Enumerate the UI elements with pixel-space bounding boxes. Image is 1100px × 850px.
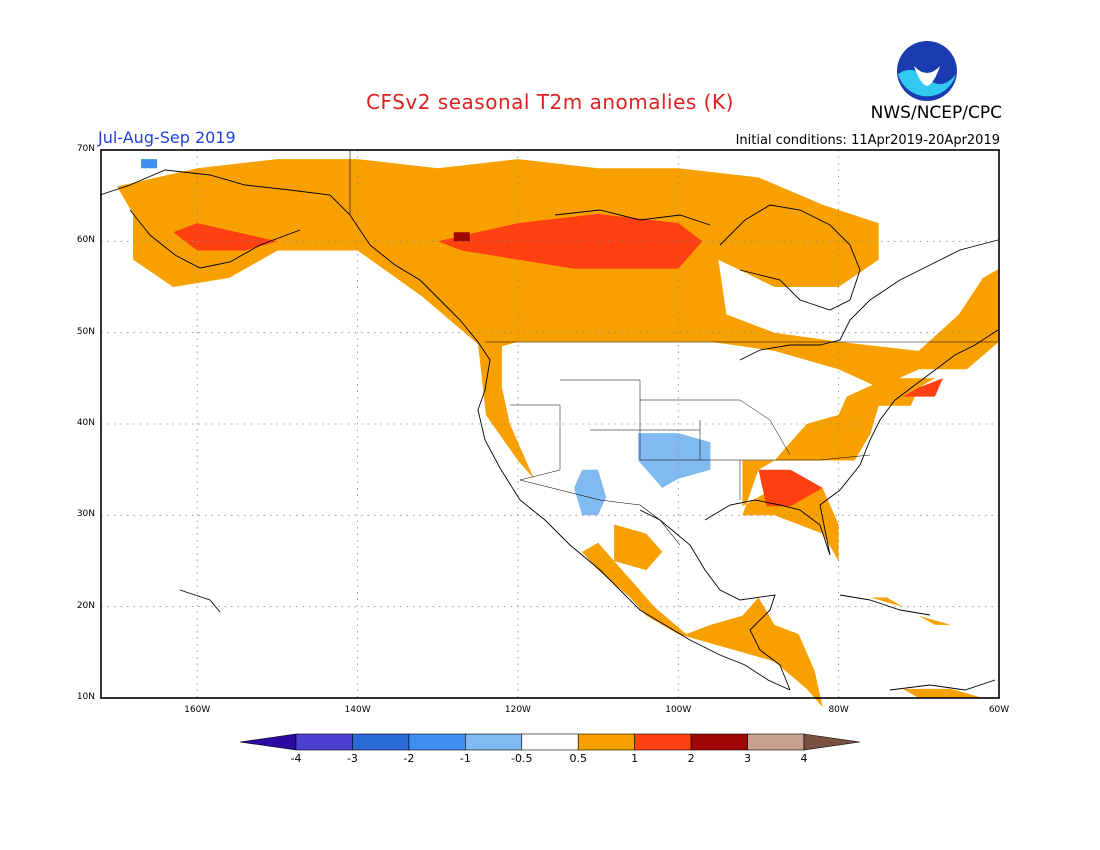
- anomaly-region-cool_-1_-0.5: [638, 433, 711, 488]
- anomaly-region-warm_1_2: [173, 223, 278, 251]
- lon-label: 80W: [828, 705, 849, 715]
- colorbar-tick-label: 2: [687, 752, 695, 765]
- colorbar-tick-label: -2: [403, 752, 415, 765]
- lat-label: 70N: [76, 144, 95, 154]
- map-frame: [100, 149, 1000, 699]
- colorbar-tick-label: 4: [800, 752, 808, 765]
- colorbar-swatch: [408, 733, 466, 751]
- anomaly-region-warm_0.5_1: [582, 542, 823, 708]
- init-conditions: Initial conditions: 11Apr2019-20Apr2019: [735, 133, 1000, 148]
- colorbar-tick-label: 3: [744, 752, 752, 765]
- coastlines: [99, 150, 999, 691]
- lat-label: 20N: [76, 600, 95, 611]
- agency-label: NWS/NCEP/CPC: [870, 103, 1002, 123]
- colorbar-tick-label: -1: [459, 752, 471, 765]
- anomaly-region-warm_1_2: [902, 378, 943, 397]
- anomaly-region-warm_0.5_1: [902, 688, 983, 698]
- lat-label: 50N: [76, 326, 95, 337]
- colorbar-swatch: [577, 733, 635, 751]
- anomaly-region-warm_2_3: [453, 232, 470, 242]
- lon-label: 120W: [504, 705, 531, 715]
- map-gridlines: [101, 150, 999, 698]
- colorbar-swatch: [521, 733, 579, 751]
- lon-label: 140W: [344, 705, 371, 715]
- colorbar-swatch: [634, 733, 692, 751]
- colorbar-swatch: [295, 733, 353, 751]
- anomaly-region-warm_0.5_1: [870, 597, 951, 625]
- lon-label: 160W: [184, 705, 211, 715]
- anomaly-region-warm_0.5_1: [477, 341, 534, 479]
- colorbar-swatch: [690, 733, 748, 751]
- lat-label: 40N: [76, 418, 95, 428]
- lon-label: 100W: [665, 705, 692, 715]
- lat-label: 30N: [76, 509, 95, 520]
- colorbar-tick-label: -0.5: [511, 752, 533, 765]
- colorbar-min-arrow: [239, 733, 297, 751]
- lat-label: 60N: [76, 235, 95, 246]
- anomaly-region-cool_-2_-1: [141, 159, 158, 169]
- anomaly-region-warm_0.5_1: [117, 159, 999, 388]
- chart-title: CFSv2 seasonal T2m anomalies (K): [366, 90, 734, 114]
- colorbar-tick-label: 1: [631, 752, 639, 765]
- noaa-logo: [897, 41, 957, 101]
- colorbar-tick-label: 0.5: [569, 752, 587, 765]
- colorbar: [239, 733, 861, 751]
- colorbar-max-arrow: [803, 733, 861, 751]
- season-label: Jul-Aug-Sep 2019: [98, 128, 236, 147]
- anomaly-region-warm_0.5_1: [614, 524, 663, 571]
- anomaly-region-cool_-1_-0.5: [574, 469, 607, 516]
- colorbar-swatch: [465, 733, 523, 751]
- colorbar-tick-label: -3: [346, 752, 358, 765]
- lat-label: 10N: [76, 692, 95, 702]
- anomaly-regions: [117, 159, 999, 708]
- colorbar-swatch: [352, 733, 410, 751]
- anomaly-region-warm_1_2: [758, 469, 823, 507]
- lon-label: 60W: [988, 705, 1010, 715]
- colorbar-tick-label: -4: [290, 752, 302, 765]
- colorbar-swatch: [747, 733, 805, 751]
